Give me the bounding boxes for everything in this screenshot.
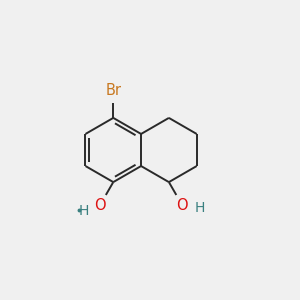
Text: O: O [176, 198, 188, 213]
Circle shape [195, 203, 204, 213]
Text: H: H [78, 204, 89, 218]
Text: Br: Br [105, 83, 121, 98]
Text: H: H [194, 201, 205, 215]
Circle shape [93, 199, 106, 212]
Text: O: O [94, 198, 106, 213]
Circle shape [77, 206, 87, 215]
Circle shape [176, 199, 189, 212]
Circle shape [104, 82, 122, 100]
